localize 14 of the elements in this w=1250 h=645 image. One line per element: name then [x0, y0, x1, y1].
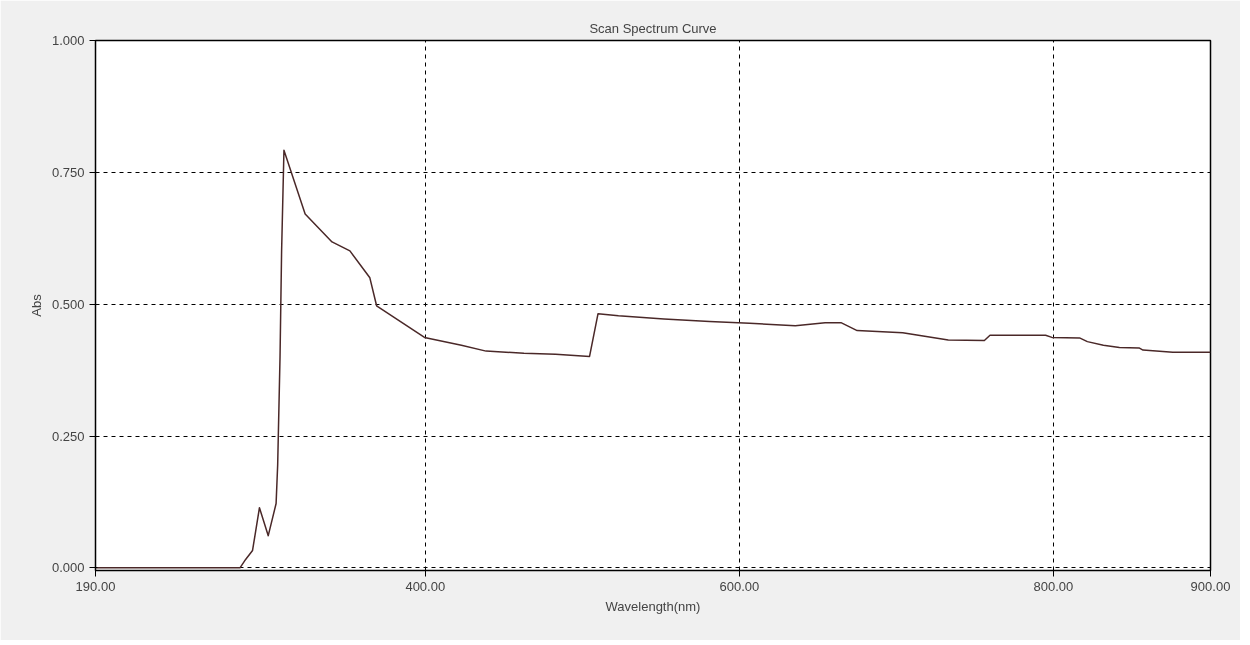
chart-title: Scan Spectrum Curve	[589, 20, 717, 36]
y-axis-title: Abs	[28, 293, 44, 317]
y-tick-label: 0.000	[51, 560, 85, 576]
x-tick-label: 190.00	[75, 578, 116, 594]
x-tick-label: 900.00	[1190, 578, 1231, 594]
x-tick-label: 400.00	[405, 578, 446, 594]
x-tick-label: 800.00	[1033, 578, 1074, 594]
y-tick-label: 0.500	[51, 296, 85, 312]
x-axis-title: Wavelength(nm)	[605, 598, 701, 614]
y-tick-label: 0.250	[51, 428, 85, 444]
y-tick-label: 0.750	[51, 164, 85, 180]
y-tick-label: 1.000	[51, 33, 85, 48]
line-series	[95, 149, 1211, 569]
x-tick-label: 600.00	[719, 578, 760, 594]
